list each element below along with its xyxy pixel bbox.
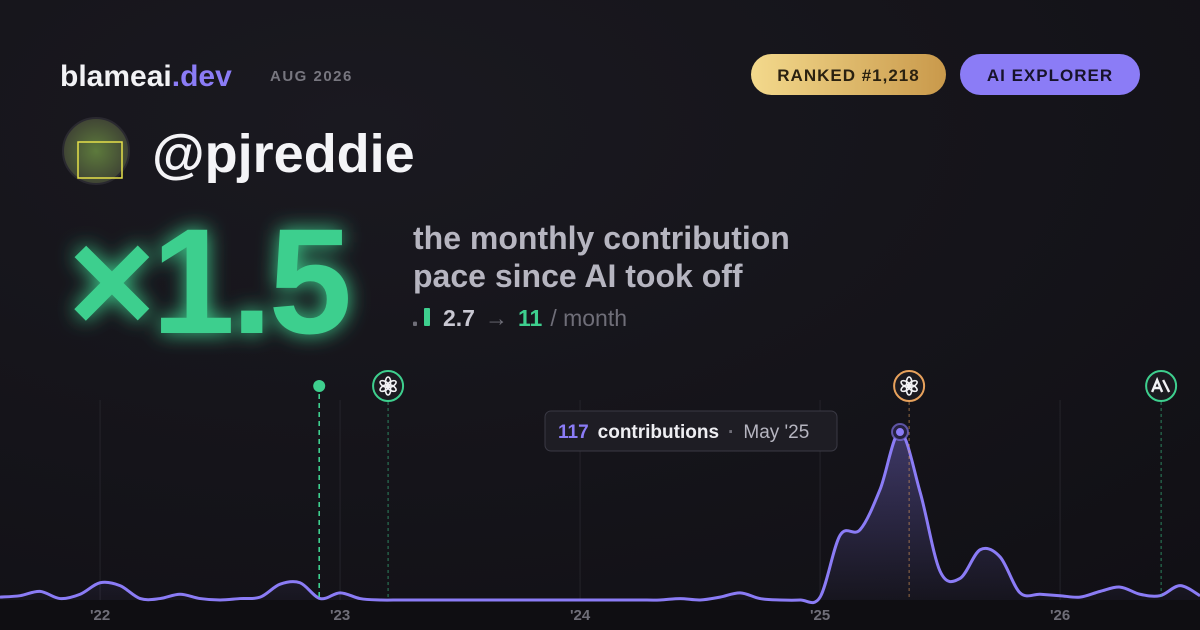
tooltip: 117 contributions · May '25 (558, 422, 809, 443)
handle: @pjreddie (152, 124, 415, 184)
multiplier: ×1.5 (68, 197, 349, 365)
event (1145, 370, 1178, 600)
tooltip-date: May '25 (743, 422, 809, 443)
tooltip-value: 117 (558, 422, 589, 443)
tooltip-label: contributions (598, 422, 719, 443)
headline-line-2: pace since AI took off (413, 258, 743, 294)
mini-bar-after (424, 308, 430, 326)
brand-tld: .dev (172, 60, 232, 93)
event-marker (372, 370, 405, 402)
headline-line-1: the monthly contribution (413, 220, 790, 256)
pace-after: 11 (518, 305, 543, 331)
mini-bar-before (413, 321, 417, 326)
line (0, 430, 1200, 605)
event-icon-part (379, 379, 390, 389)
pace-unit: / month (550, 305, 627, 331)
rank-badge (751, 54, 946, 95)
event-marker (1145, 370, 1178, 402)
tooltip-box (544, 410, 838, 452)
event (893, 370, 926, 600)
event-marker (893, 370, 926, 402)
event-marker (313, 380, 326, 392)
x-tick-label: '24 (570, 607, 591, 624)
chart: '22 '23 '24 '25 '26 117 contributions · May '25 (0, 370, 1200, 624)
tier-badge (960, 54, 1140, 95)
brand-name: blameai (60, 60, 172, 93)
mini-bars (413, 308, 430, 326)
tooltip-separator: · (728, 422, 734, 443)
x-tick-label: '26 (1050, 607, 1070, 624)
event (313, 380, 326, 600)
pace-line: 2.7 → 11 / month (443, 305, 627, 331)
pace-before: 2.7 (443, 305, 475, 331)
area (0, 432, 1200, 603)
event-icon-part (900, 379, 911, 389)
rank-badge-text: RANKED #1,218 (777, 66, 919, 85)
x-tick-label: '23 (330, 607, 350, 624)
event (372, 370, 405, 600)
avatar (62, 117, 130, 185)
highlight-dot (896, 428, 904, 437)
pace-arrow: → (485, 305, 508, 331)
x-tick-label: '22 (90, 607, 110, 624)
avatar-detail (77, 141, 123, 179)
x-tick-label: '25 (810, 607, 830, 624)
axis-band (0, 600, 1200, 630)
tier-badge-text: AI EXPLORER (987, 66, 1113, 85)
brand: blameai.dev (60, 60, 232, 93)
event-icon-part (1151, 376, 1171, 393)
date: AUG 2026 (270, 68, 353, 85)
